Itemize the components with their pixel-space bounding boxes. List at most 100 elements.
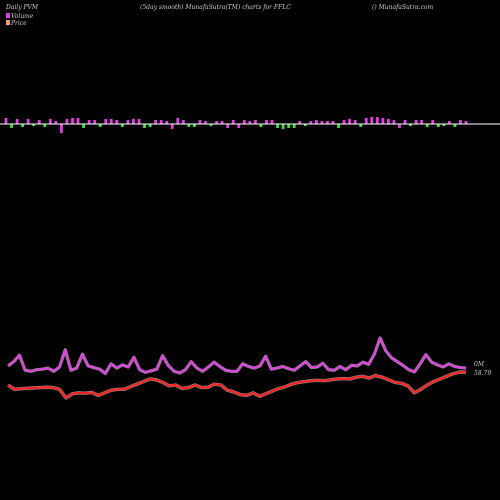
volume-line — [7, 337, 467, 375]
volume-bar — [93, 120, 97, 124]
legend-swatch-volume — [6, 13, 10, 18]
volume-bar — [453, 124, 457, 127]
volume-bars — [4, 117, 468, 133]
volume-bar — [237, 124, 241, 128]
volume-bar — [226, 124, 230, 128]
volume-bar — [242, 120, 246, 124]
volume-bar — [204, 121, 207, 124]
volume-bar — [209, 124, 213, 126]
volume-bar — [348, 119, 352, 124]
volume-bar — [409, 124, 412, 126]
volume-bar — [425, 124, 429, 127]
volume-bar — [403, 120, 407, 124]
volume-bar — [104, 119, 108, 124]
volume-bar — [71, 118, 74, 124]
volume-bar — [43, 124, 47, 127]
volume-bar — [298, 121, 302, 124]
volume-bar — [137, 119, 141, 124]
volume-bar — [165, 121, 169, 124]
volume-bar — [381, 118, 385, 124]
volume-bar — [170, 124, 174, 129]
volume-bar — [193, 124, 196, 127]
volume-bar — [87, 120, 91, 124]
legend-label-price: Price — [10, 20, 27, 27]
volume-bar — [32, 124, 36, 126]
volume-bar — [26, 119, 30, 124]
volume-bar — [276, 124, 279, 128]
volume-bar — [10, 124, 13, 128]
header-right: () MunafaSutra.com — [372, 4, 434, 11]
volume-bar — [21, 124, 25, 127]
volume-bar — [359, 124, 363, 127]
volume-line-label: 0M — [474, 361, 485, 368]
volume-bar — [442, 124, 446, 126]
volume-bar — [48, 119, 52, 124]
volume-bar — [414, 120, 418, 124]
volume-bar — [187, 124, 191, 127]
volume-bar — [436, 124, 440, 127]
price-line-label: 58.79 — [474, 370, 491, 377]
volume-bar — [270, 120, 274, 124]
volume-bar — [54, 121, 58, 124]
volume-bar — [215, 121, 218, 124]
header-center: (5day smooth) MunafaSutra(TM) charts for… — [140, 4, 291, 11]
volume-bar — [109, 119, 113, 124]
volume-bar — [464, 121, 468, 124]
volume-bar — [342, 120, 346, 124]
price-volume-lines — [7, 336, 467, 400]
volume-bar — [398, 124, 401, 128]
volume-bar — [76, 118, 80, 124]
volume-bar — [353, 120, 357, 124]
legend: Volume Price — [6, 13, 34, 27]
volume-bar — [320, 121, 324, 124]
volume-bar — [181, 120, 185, 124]
volume-bar — [392, 120, 396, 124]
volume-bar — [287, 124, 291, 128]
volume-bar — [281, 124, 285, 129]
volume-bar — [176, 118, 180, 124]
volume-bar — [387, 119, 390, 124]
volume-bar — [337, 124, 340, 128]
volume-bar — [154, 120, 158, 124]
volume-bar — [231, 120, 235, 124]
price-line — [7, 370, 467, 400]
volume-bar — [331, 121, 335, 124]
legend-label-volume: Volume — [11, 13, 34, 20]
volume-bar — [370, 117, 374, 124]
volume-bar — [65, 119, 69, 124]
volume-bar — [37, 120, 41, 124]
volume-bar — [309, 121, 313, 124]
volume-bar — [98, 124, 102, 127]
volume-bar — [459, 120, 462, 124]
volume-bar — [314, 120, 318, 124]
volume-bar — [420, 120, 424, 124]
volume-bar — [447, 121, 451, 124]
volume-bar — [303, 124, 307, 126]
volume-bar — [60, 124, 63, 133]
volume-bar — [4, 118, 8, 124]
volume-bar — [159, 120, 163, 124]
volume-bar — [120, 124, 124, 127]
volume-bar — [248, 121, 252, 124]
volume-bar — [364, 118, 368, 124]
legend-swatch-price — [6, 20, 10, 25]
volume-bar — [82, 124, 85, 128]
volume-bar — [115, 120, 119, 124]
volume-bar — [143, 124, 146, 128]
volume-bar — [375, 117, 379, 124]
volume-bar — [292, 124, 296, 128]
volume-bar — [259, 124, 263, 127]
volume-bar — [431, 120, 435, 124]
volume-bar — [198, 120, 202, 124]
volume-bar — [126, 120, 130, 124]
volume-bar — [132, 119, 135, 124]
volume-bar — [254, 120, 257, 124]
volume-bar — [326, 121, 329, 124]
volume-bar — [148, 124, 152, 127]
volume-bar — [265, 120, 268, 124]
volume-bar — [220, 121, 224, 124]
volume-bar — [15, 119, 19, 124]
header-left: Daily PVM — [5, 4, 39, 11]
